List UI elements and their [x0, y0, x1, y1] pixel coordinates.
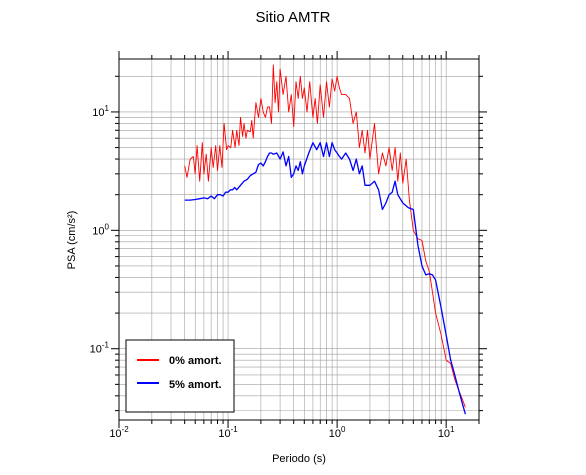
- grid: [118, 59, 480, 420]
- series-lines: [184, 64, 467, 415]
- x-tick-label: 10-1: [218, 425, 238, 440]
- y-tick-label: 10-1: [90, 341, 110, 356]
- legend-label-1: 5% amort.: [169, 379, 222, 391]
- plot-frame: [118, 58, 480, 421]
- chart-title: Sitio AMTR: [255, 9, 330, 26]
- x-tick-label: 100: [329, 425, 346, 440]
- y-tick-label: 100: [92, 222, 109, 237]
- series-line-1: [184, 142, 467, 415]
- y-tick-label: 101: [92, 104, 109, 119]
- x-tick-label: 10-2: [109, 425, 129, 440]
- legend-box: [125, 339, 235, 413]
- x-tick-label: 101: [438, 425, 455, 440]
- axis-ticks: [111, 51, 487, 428]
- y-tick-labels: 10-1 100 101: [90, 104, 110, 356]
- x-tick-labels: 10-2 10-1 100 101: [109, 425, 455, 440]
- series-line-0: [184, 64, 466, 408]
- x-axis-label: Periodo (s): [272, 453, 326, 465]
- legend-label-0: 0% amort.: [169, 355, 222, 367]
- legend: 0% amort. 5% amort.: [125, 339, 235, 413]
- y-axis-label: PSA (cm/s²): [66, 211, 78, 270]
